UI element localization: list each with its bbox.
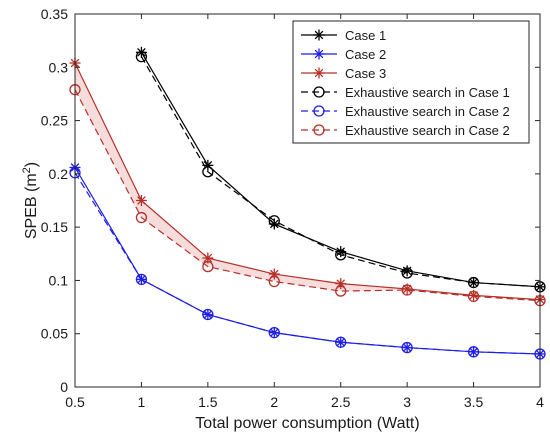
y-tick-label: 0.25 [41,113,68,129]
data-point [202,252,214,264]
data-point [401,267,413,279]
x-tick-label: 4 [536,394,544,410]
legend-marker [313,29,325,41]
data-point [202,260,214,273]
legend-marker [313,105,325,117]
legend-box [292,20,530,144]
legend-item: Exhaustive search in Case 2 [301,104,510,119]
y-tick-label: 0.2 [49,166,69,182]
legend-item: Case 1 [301,28,386,43]
x-tick-label: 0.5 [65,394,85,410]
y-axis-label-suffix: ) [23,162,40,167]
data-point [335,249,347,261]
legend: Case 1 Case 2 Case 3 Exhaustive search in C… [292,20,530,144]
series-line [74,89,541,302]
legend-label: Case 2 [345,47,386,62]
data-point [467,276,480,289]
legend-label: Case 3 [345,66,386,81]
legend-item: Exhaustive search in Case 2 [301,123,510,138]
series-line [74,172,541,355]
series-line [140,56,541,288]
data-point [135,211,148,224]
plot-frame [74,13,541,388]
x-tick-label: 1 [138,394,146,410]
data-point [467,346,480,358]
y-tick-label: 0.15 [41,219,68,235]
data-point [335,336,347,348]
legend-marker [313,86,325,98]
y-tick-label: 0.3 [49,59,69,75]
data-point [401,341,413,354]
x-tick-label: 2.5 [331,394,351,410]
data-point [135,46,147,58]
x-tick-label: 1.5 [198,394,218,410]
data-point [202,308,214,321]
y-axis-label-superscript: 2 [21,167,33,173]
legend-item: Case 3 [301,66,386,81]
legend-label: Case 1 [345,28,386,43]
x-tick-label: 2 [270,394,278,410]
series-line [74,167,541,355]
legend-marker [313,67,325,79]
y-axis-label-main: SPEB (m [23,173,40,239]
data-point [202,166,214,178]
legend-marker [313,48,325,60]
y-tick-label: 0.1 [49,272,69,288]
data-point [335,285,347,297]
legend-item: Case 2 [301,47,386,62]
legend-label: Exhaustive search in Case 2 [345,123,510,138]
x-tick-label: 3 [403,394,411,410]
y-axis-label: SPEB (m2) [21,162,40,239]
series-2 [69,161,546,360]
legend-marker [313,124,325,136]
x-tick-label: 3.5 [464,394,484,410]
legend-label: Exhaustive search in Case 2 [345,104,510,119]
legend-item: Exhaustive search in Case 1 [301,85,510,100]
series-line [74,62,541,301]
y-tick-label: 0 [60,379,68,395]
data-point [401,284,413,296]
data-point [135,273,148,286]
data-point [268,326,280,339]
data-point [467,290,480,303]
ticks-layer: 0.5 1 1.5 2 2.5 3 3.5 4 0 0.05 0.1 0.15 0.2 0.25 0.3 0.… [41,6,544,410]
data-point [401,342,413,354]
y-tick-label: 0.05 [41,326,68,342]
y-tick-label: 0.35 [41,6,68,22]
x-axis-label: Total power consumption (Watt) [195,415,419,432]
data-point [135,50,148,63]
series-layer [69,46,546,360]
data-point [268,215,280,227]
data-point [135,195,147,206]
legend-label: Exhaustive search in Case 1 [345,85,510,100]
data-point [268,275,280,288]
